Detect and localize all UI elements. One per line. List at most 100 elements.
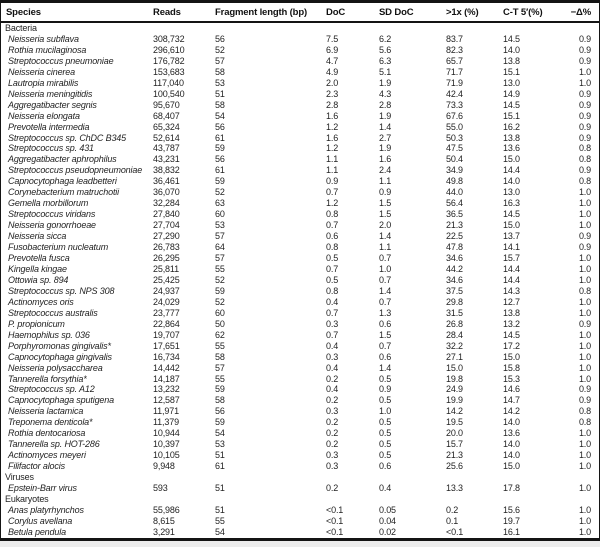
cell-ct-5prime-pct: 13.8	[503, 55, 520, 66]
cell-reads: 296,610	[153, 44, 185, 55]
cell-species: Streptococcus pseudopneumoniae	[8, 165, 143, 176]
cell-species: Aggregatibacter segnis	[8, 99, 97, 110]
table-row: Neisseria polysaccharea 14,442 57 0.4 1.4 15.…	[1, 363, 599, 374]
cell-gt-1x-pct: 13.3	[446, 483, 463, 494]
cell-neg-delta-pct: 1.0	[578, 220, 591, 231]
cell-species: Prevotella fusca	[8, 253, 70, 264]
cell-gt-1x-pct: 19.8	[446, 373, 463, 384]
cell-doc: 7.5	[326, 33, 339, 44]
cell-fragment-length-bp: 58	[215, 395, 225, 406]
table-row: Streptococcus pseudopneumoniae 38,832 61 1.…	[1, 165, 599, 176]
cell-fragment-length-bp: 61	[215, 165, 225, 176]
cell-species: Neisseria polysaccharea	[8, 362, 103, 373]
cell-ct-5prime-pct: 19.7	[503, 515, 520, 526]
cell-sd-doc: 2.7	[379, 132, 392, 143]
cell-doc: 0.4	[326, 384, 339, 395]
cell-doc: 0.2	[326, 417, 339, 428]
cell-neg-delta-pct: 1.0	[578, 198, 591, 209]
cell-species: Capnocytophaga gingivalis	[8, 351, 112, 362]
cell-fragment-length-bp: 63	[215, 198, 225, 209]
cell-species: Tannerella forsythia*	[8, 373, 87, 384]
cell-species: Neisseria gonorrhoeae	[8, 220, 96, 231]
cell-neg-delta-pct: 1.0	[578, 66, 591, 77]
cell-neg-delta-pct: 1.0	[578, 461, 591, 472]
cell-sd-doc: 2.0	[379, 220, 392, 231]
cell-ct-5prime-pct: 13.8	[503, 132, 520, 143]
cell-neg-delta-pct: 1.0	[578, 504, 591, 515]
cell-doc: 0.2	[326, 395, 339, 406]
cell-species: Filifactor alocis	[8, 461, 65, 472]
cell-gt-1x-pct: 83.7	[446, 33, 463, 44]
cell-doc: 1.6	[326, 132, 339, 143]
cell-sd-doc: 0.5	[379, 428, 392, 439]
cell-fragment-length-bp: 60	[215, 209, 225, 220]
cell-species: Ottowia sp. 894	[8, 274, 69, 285]
cell-fragment-length-bp: 57	[215, 231, 225, 242]
cell-neg-delta-pct: 1.0	[578, 439, 591, 450]
cell-ct-5prime-pct: 14.7	[503, 395, 520, 406]
cell-fragment-length-bp: 58	[215, 351, 225, 362]
cell-gt-1x-pct: 42.4	[446, 88, 463, 99]
cell-reads: 11,379	[153, 417, 179, 428]
cell-doc: 1.1	[326, 154, 339, 165]
cell-species: Neisseria cinerea	[8, 66, 75, 77]
cell-ct-5prime-pct: 13.7	[503, 231, 520, 242]
cell-gt-1x-pct: 21.3	[446, 220, 463, 231]
cell-gt-1x-pct: 34.6	[446, 253, 463, 264]
cell-reads: 25,425	[153, 274, 180, 285]
cell-gt-1x-pct: 71.9	[446, 77, 463, 88]
cell-fragment-length-bp: 55	[215, 340, 225, 351]
table-row: Tannerella forsythia* 14,187 55 0.2 0.5 19.8 1…	[1, 374, 599, 385]
cell-species: Neisseria sicca	[8, 231, 67, 242]
table-row: Streptococcus sp. 431 43,787 59 1.2 1.9 47.5 1…	[1, 143, 599, 154]
cell-fragment-length-bp: 53	[215, 220, 225, 231]
cell-gt-1x-pct: 67.6	[446, 110, 463, 121]
cell-neg-delta-pct: 0.9	[578, 121, 591, 132]
cell-gt-1x-pct: 56.4	[446, 198, 463, 209]
cell-sd-doc: 0.05	[379, 504, 396, 515]
cell-fragment-length-bp: 51	[215, 483, 225, 494]
cell-fragment-length-bp: 58	[215, 66, 225, 77]
cell-neg-delta-pct: 1.0	[578, 307, 591, 318]
cell-ct-5prime-pct: 13.8	[503, 307, 520, 318]
cell-doc: 0.7	[326, 329, 339, 340]
cell-ct-5prime-pct: 17.2	[503, 340, 520, 351]
cell-neg-delta-pct: 1.0	[578, 515, 591, 526]
cell-ct-5prime-pct: 16.3	[503, 198, 520, 209]
cell-reads: 27,290	[153, 231, 180, 242]
cell-doc: 0.2	[326, 428, 339, 439]
col-header-species: Species	[1, 3, 153, 23]
cell-neg-delta-pct: 1.0	[578, 340, 591, 351]
table-row: Corynebacterium matruchotii 36,070 52 0.7 0.…	[1, 187, 599, 198]
cell-sd-doc: 1.0	[379, 263, 392, 274]
cell-species: Tannerella sp. HOT-286	[8, 439, 100, 450]
cell-reads: 117,040	[153, 77, 184, 88]
cell-reads: 55,986	[153, 504, 180, 515]
cell-reads: 17,651	[153, 340, 180, 351]
cell-neg-delta-pct: 1.0	[578, 526, 591, 537]
table-row: Streptococcus sp. ChDC B345 52,614 61 1.6 2.…	[1, 133, 599, 144]
section-label: Eukaryotes	[5, 493, 49, 504]
cell-fragment-length-bp: 55	[215, 263, 225, 274]
cell-ct-5prime-pct: 13.0	[503, 77, 520, 88]
cell-sd-doc: 0.9	[379, 187, 392, 198]
cell-gt-1x-pct: 73.3	[446, 99, 463, 110]
section-row-bacteria: Bacteria	[1, 22, 599, 34]
table-row: Rothia mucilaginosa 296,610 52 6.9 5.6 82.3 14…	[1, 45, 599, 56]
cell-ct-5prime-pct: 14.0	[503, 44, 520, 55]
cell-sd-doc: 1.5	[379, 329, 392, 340]
table-body: Bacteria Neisseria subflava 308,732 56 7.5 6.…	[1, 22, 599, 538]
cell-species: Rothia dentocariosa	[8, 428, 86, 439]
cell-ct-5prime-pct: 14.5	[503, 99, 520, 110]
cell-fragment-length-bp: 57	[215, 362, 225, 373]
cell-reads: 24,937	[153, 285, 180, 296]
cell-fragment-length-bp: 62	[215, 329, 225, 340]
cell-reads: 95,670	[153, 99, 180, 110]
cell-fragment-length-bp: 56	[215, 33, 225, 44]
table-row: Filifactor alocis 9,948 61 0.3 0.6 25.6 15.0 1.…	[1, 461, 599, 472]
cell-reads: 52,614	[153, 132, 180, 143]
cell-gt-1x-pct: 47.5	[446, 143, 463, 154]
cell-doc: 1.6	[326, 110, 339, 121]
cell-reads: 43,231	[153, 154, 180, 165]
